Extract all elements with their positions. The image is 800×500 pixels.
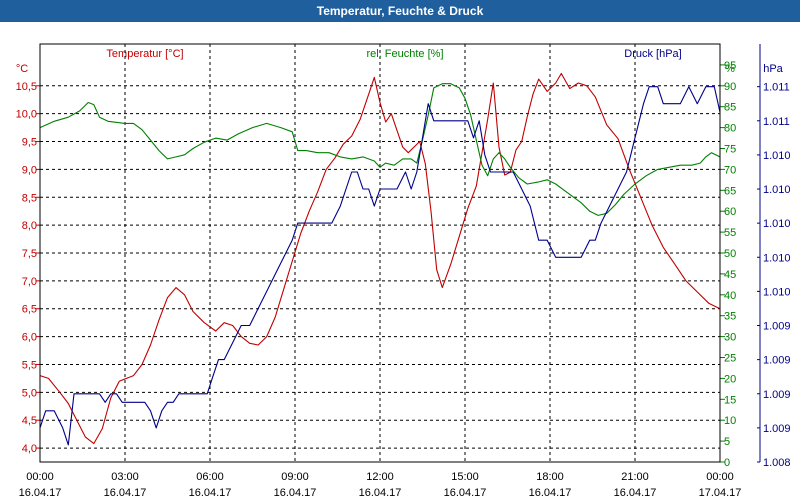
x-tick-date-label: 16.04.17 <box>104 487 147 499</box>
x-tick-time-label: 09:00 <box>281 471 309 483</box>
temperature-tick-label: 8,0 <box>22 220 37 232</box>
pressure-tick-label: 1.010 <box>763 218 791 230</box>
humidity-tick-label: 65 <box>724 185 736 197</box>
humidity-tick-label: 35 <box>724 311 736 323</box>
temperature-tick-label: 9,0 <box>22 164 37 176</box>
pressure-axis-title: Druck [hPa] <box>624 48 681 60</box>
temperature-tick-label: 9,5 <box>22 137 37 149</box>
pressure-tick-label: 1.010 <box>763 286 791 298</box>
axes-layer: 00:00 16.04.17 03:00 16.04.17 06:00 16.04.17 0… <box>16 43 791 499</box>
series-line-pressure <box>39 86 721 446</box>
humidity-tick-label: 5 <box>724 436 730 448</box>
series-line-humidity <box>39 83 721 216</box>
humidity-tick-label: 95 <box>724 60 736 72</box>
x-tick-date-label: 16.04.17 <box>274 487 317 499</box>
temperature-tick-label: 8,5 <box>22 192 37 204</box>
humidity-tick-label: 10 <box>724 415 736 427</box>
pressure-tick-label: 1.008 <box>763 457 791 469</box>
humidity-tick-label: 70 <box>724 164 736 176</box>
humidity-axis-title: rel. Feuchte [%] <box>366 48 443 60</box>
humidity-tick-label: 55 <box>724 227 736 239</box>
pressure-tick-label: 1.009 <box>763 423 791 435</box>
temperature-tick-label: 5,0 <box>22 387 37 399</box>
x-tick-time-label: 18:00 <box>536 471 564 483</box>
humidity-tick-label: 25 <box>724 353 736 365</box>
pressure-tick-label: 1.011 <box>763 82 790 94</box>
pressure-unit-label: hPa <box>763 63 783 75</box>
humidity-tick-label: 50 <box>724 248 736 260</box>
x-tick-time-label: 21:00 <box>621 471 649 483</box>
humidity-unit-label: % <box>725 63 735 75</box>
temperature-tick-label: 7,0 <box>22 276 37 288</box>
pressure-tick-label: 1.010 <box>763 150 791 162</box>
grid <box>40 44 720 462</box>
temperature-axis-title: Temperatur [°C] <box>106 48 183 60</box>
pressure-tick-label: 1.010 <box>763 184 791 196</box>
pressure-tick-label: 1.009 <box>763 355 791 367</box>
humidity-tick-label: 60 <box>724 206 736 218</box>
temperature-tick-label: 4,5 <box>22 415 37 427</box>
x-tick-date-label: 16.04.17 <box>189 487 232 499</box>
plot-frame <box>39 43 721 463</box>
humidity-tick-label: 90 <box>724 81 736 93</box>
x-tick-time-label: 06:00 <box>196 471 224 483</box>
temperature-tick-label: 10,0 <box>16 109 37 121</box>
x-tick-time-label: 15:00 <box>451 471 479 483</box>
x-tick-date-label: 16.04.17 <box>359 487 402 499</box>
temperature-tick-label: 7,5 <box>22 248 37 260</box>
humidity-tick-label: 40 <box>724 290 736 302</box>
temperature-tick-label: 10,5 <box>16 81 37 93</box>
humidity-tick-label: 30 <box>724 332 736 344</box>
series-line-temperature <box>39 72 721 445</box>
humidity-tick-label: 45 <box>724 269 736 281</box>
chart: 00:00 16.04.17 03:00 16.04.17 06:00 16.04.17 0… <box>16 43 791 499</box>
series-layer <box>39 72 721 446</box>
window-title: Temperatur, Feuchte & Druck <box>0 0 800 22</box>
pressure-tick-label: 1.010 <box>763 252 791 264</box>
pressure-tick-label: 1.011 <box>763 116 790 128</box>
x-tick-time-label: 00:00 <box>706 471 734 483</box>
temperature-tick-label: 5,5 <box>22 359 37 371</box>
temperature-tick-label: 6,0 <box>22 332 37 344</box>
x-tick-date-label: 16.04.17 <box>529 487 572 499</box>
humidity-tick-label: 0 <box>724 457 730 469</box>
x-tick-time-label: 03:00 <box>111 471 139 483</box>
humidity-tick-label: 80 <box>724 123 736 135</box>
x-tick-time-label: 00:00 <box>26 471 54 483</box>
temperature-tick-label: 6,5 <box>22 304 37 316</box>
pressure-tick-label: 1.009 <box>763 321 791 333</box>
x-tick-date-label: 16.04.17 <box>444 487 487 499</box>
pressure-tick-label: 1.009 <box>763 389 791 401</box>
x-tick-date-label: 16.04.17 <box>614 487 657 499</box>
x-tick-date-label: 16.04.17 <box>19 487 62 499</box>
humidity-tick-label: 15 <box>724 394 736 406</box>
x-tick-date-label: 17.04.17 <box>699 487 742 499</box>
humidity-tick-label: 85 <box>724 102 736 114</box>
x-tick-time-label: 12:00 <box>366 471 394 483</box>
temperature-tick-label: 4,0 <box>22 443 37 455</box>
humidity-tick-label: 20 <box>724 373 736 385</box>
temperature-unit-label: °C <box>16 63 28 75</box>
humidity-tick-label: 75 <box>724 144 736 156</box>
